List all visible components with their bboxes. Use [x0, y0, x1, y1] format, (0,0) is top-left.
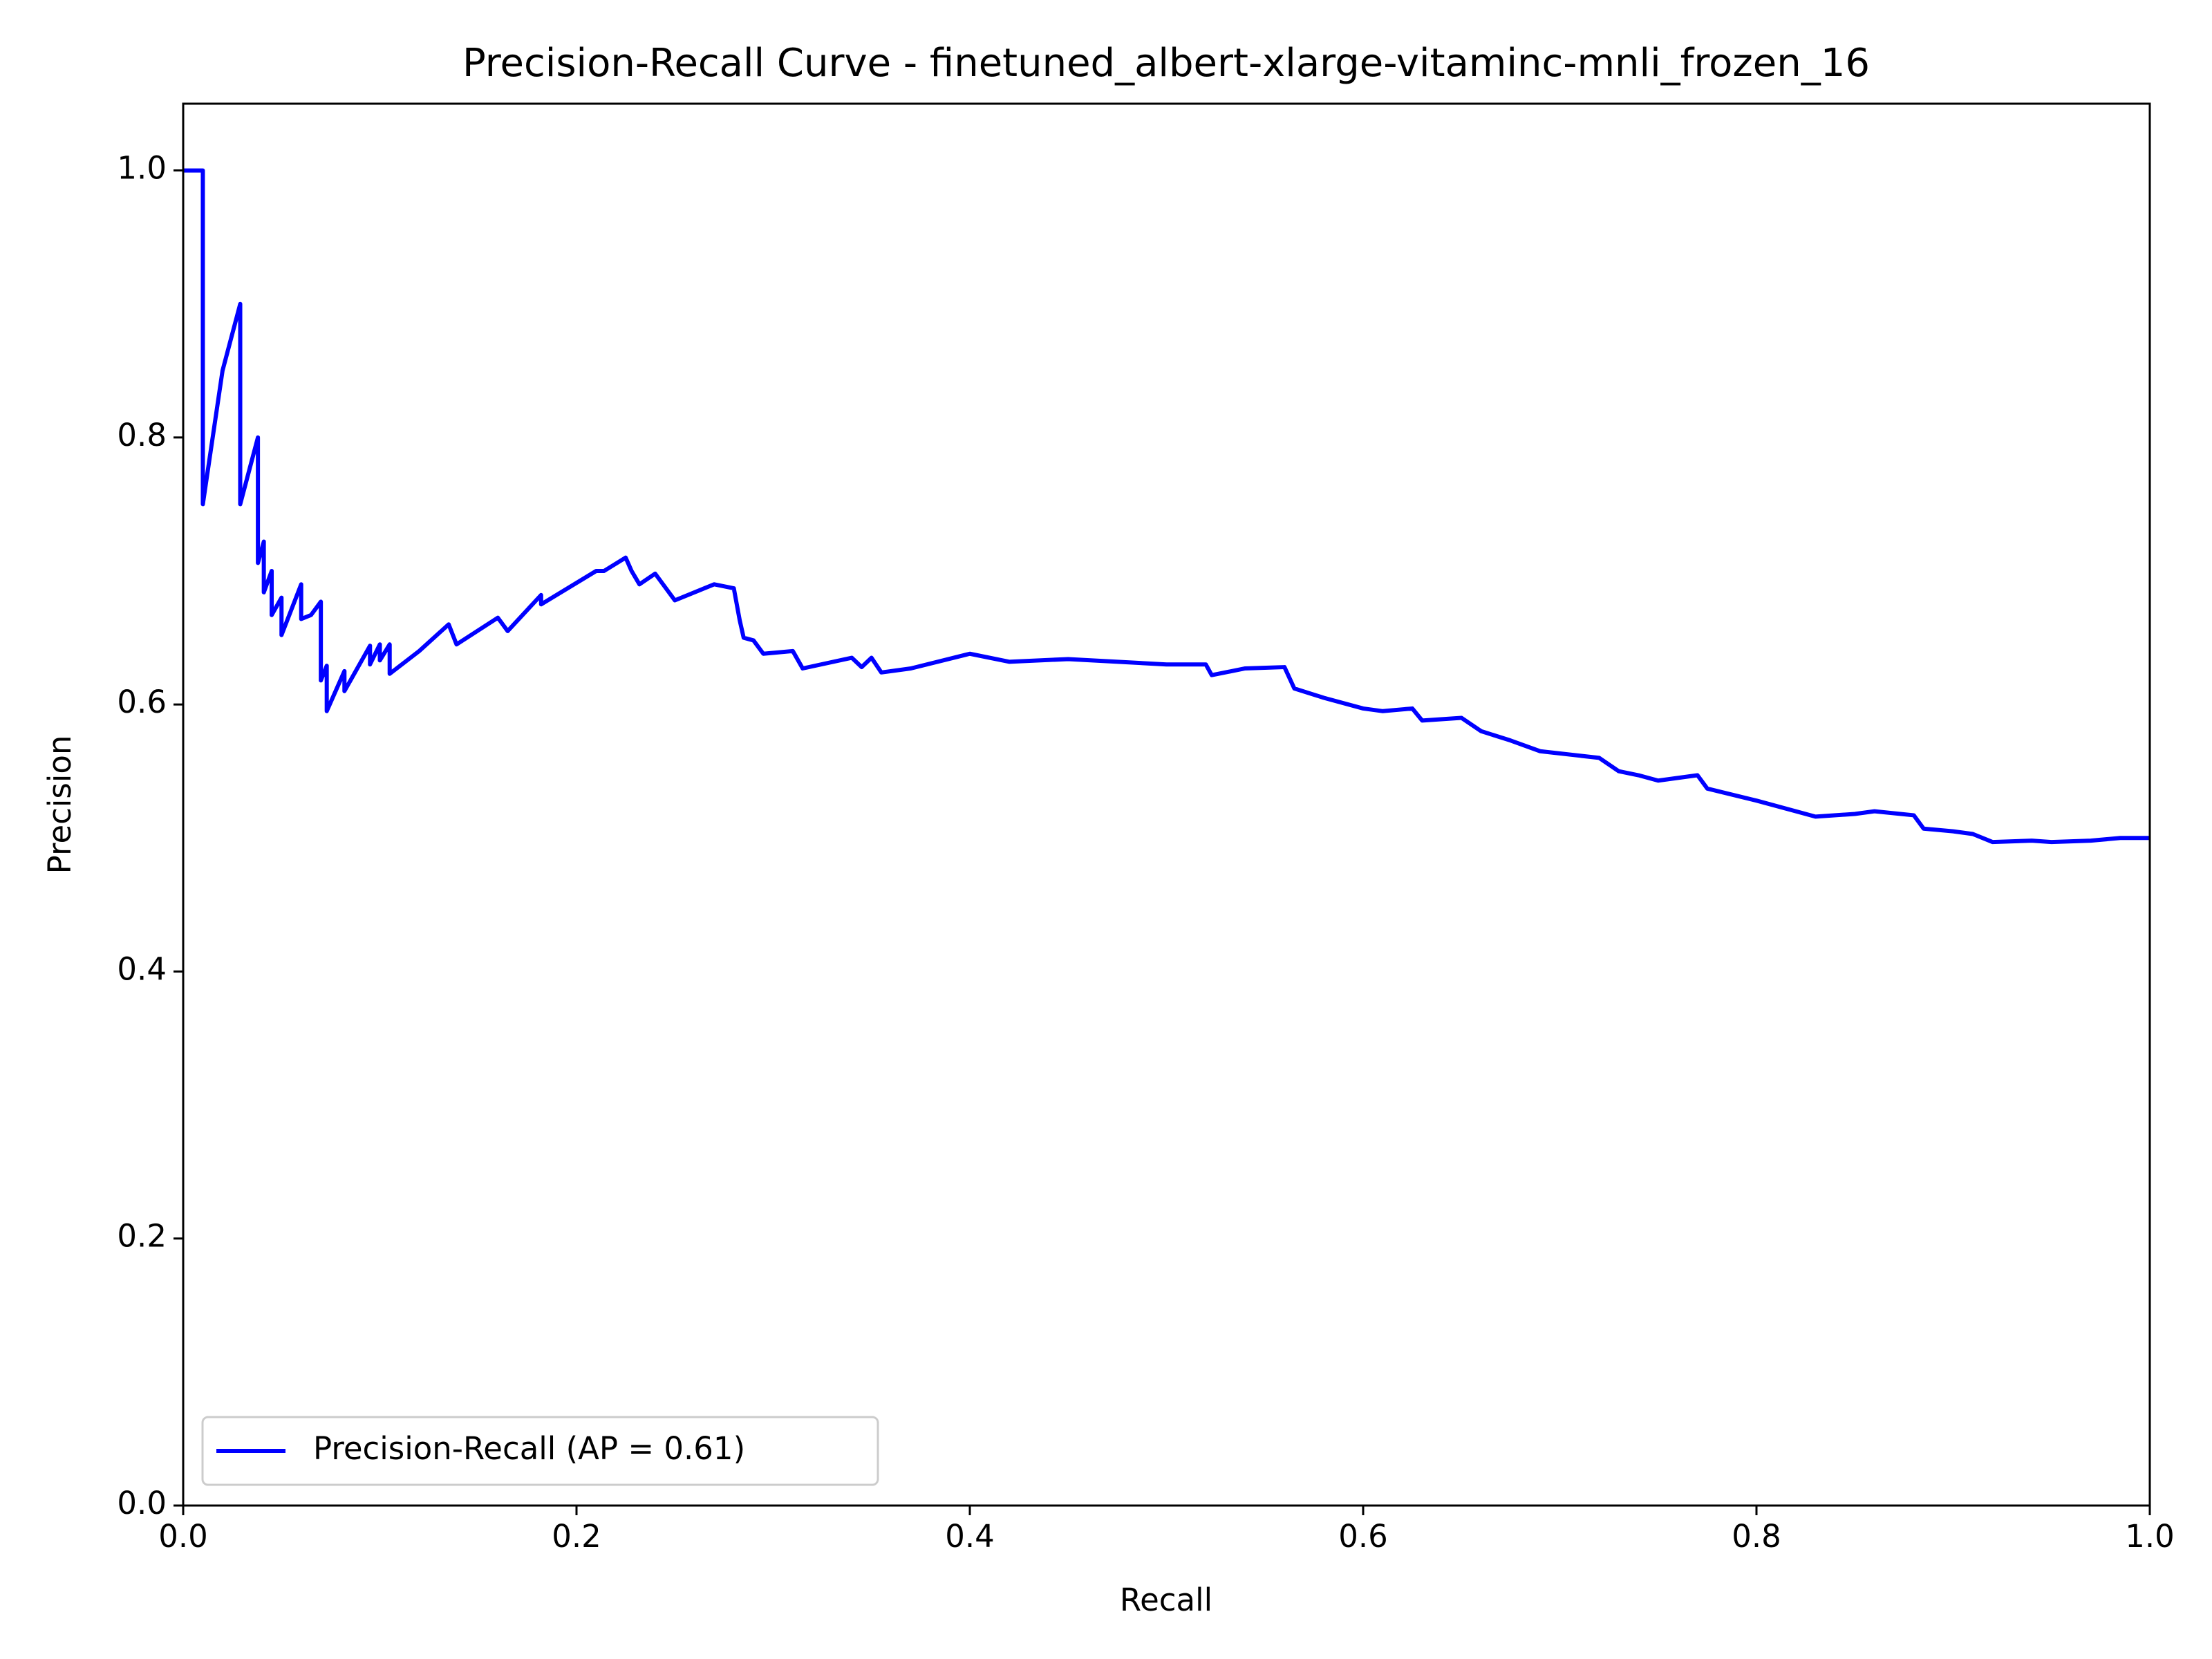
y-tick-label: 0.8	[117, 417, 167, 453]
x-tick-label: 1.0	[2125, 1518, 2175, 1555]
y-tick-label: 0.6	[117, 684, 167, 720]
x-tick-label: 0.2	[552, 1518, 601, 1555]
y-tick-label: 0.0	[117, 1485, 167, 1521]
axes-frame	[182, 102, 2151, 1507]
x-tick-label: 0.6	[1338, 1518, 1388, 1555]
y-tick-label: 1.0	[117, 150, 167, 187]
x-axis-label: Recall	[1120, 1582, 1212, 1618]
chart-title: Precision-Recall Curve - finetuned_alber…	[462, 41, 1870, 86]
y-tick-label: 0.4	[117, 950, 167, 987]
pr-curve	[183, 168, 2150, 845]
x-tick-label: 0.4	[945, 1518, 995, 1555]
x-tick-label: 0.8	[1732, 1518, 1781, 1555]
legend-box	[201, 1416, 879, 1486]
y-tick-label: 0.2	[117, 1218, 167, 1255]
y-axis-label: Precision	[41, 735, 78, 874]
x-tick-label: 0.0	[158, 1518, 208, 1555]
legend-label: Precision-Recall (AP = 0.61)	[313, 1430, 745, 1467]
